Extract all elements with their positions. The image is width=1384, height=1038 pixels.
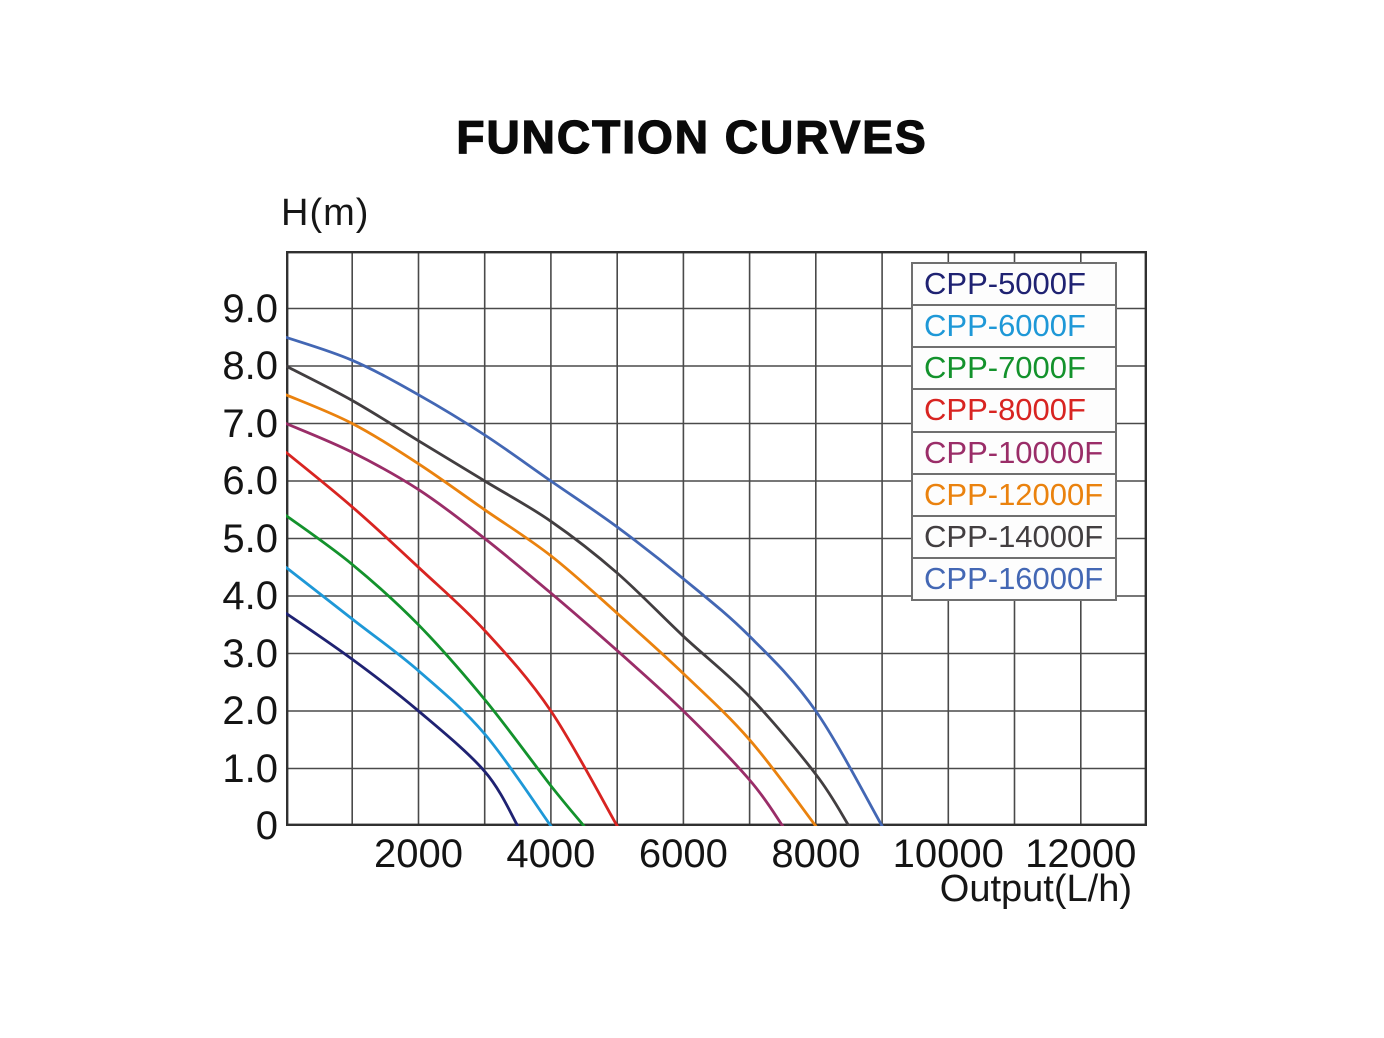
y-tick-label: 7.0 [222,401,278,446]
x-tick-label: 4000 [506,832,596,876]
legend-item-label: CPP-6000F [924,308,1086,344]
x-tick-label: 12000 [1025,832,1137,876]
plot-border [286,251,1147,826]
x-axis-label: Output(L/h) [939,868,1132,910]
legend-item: CPP-16000F [913,558,1115,599]
y-tick-label: 0 [255,804,278,848]
y-tick-label: 6.0 [222,459,278,503]
legend-item: CPP-7000F [913,348,1115,391]
legend-item: CPP-14000F [913,516,1115,559]
y-tick-label: 1.0 [222,746,278,791]
legend-item-label: CPP-5000F [924,266,1086,302]
legend-item-label: CPP-7000F [924,350,1086,386]
y-tick-label: 9.0 [222,286,278,331]
curve-cpp-10000f [286,422,785,826]
legend-item-label: CPP-12000F [924,476,1104,512]
y-tick-label: 3.0 [222,631,278,676]
curve-cpp-5000f [286,611,520,826]
y-tick-label: 8.0 [222,344,278,388]
x-tick-label: 2000 [373,832,463,876]
y-tick-label: 5.0 [222,516,278,561]
y-axis-label: H(m) [281,192,370,234]
x-tick-label: 8000 [771,832,861,876]
legend-item: CPP-12000F [913,474,1115,517]
chart-title: FUNCTION CURVES [456,110,928,163]
curve-cpp-6000f [286,565,553,826]
legend-item: CPP-8000F [913,390,1115,433]
curve-cpp-7000f [286,514,586,826]
legend: CPP-5000F CPP-6000F CPP-7000F CPP-8000F CPP-… [911,262,1117,601]
legend-item: CPP-10000F [913,432,1115,475]
x-tick-label: 6000 [638,832,728,876]
legend-item: CPP-6000F [913,306,1115,349]
legend-item-label: CPP-16000F [924,560,1104,596]
y-tick-label: 2.0 [222,689,278,733]
curve-cpp-14000f [286,364,851,826]
legend-item-label: CPP-14000F [924,518,1104,554]
legend-item: CPP-5000F [913,264,1115,307]
curve-cpp-12000f [286,393,818,826]
curve-cpp-8000f [286,450,619,826]
legend-item-label: CPP-8000F [924,392,1086,428]
x-tick-label: 10000 [892,832,1004,876]
curve-cpp-16000f [286,335,884,826]
y-tick-label: 4.0 [222,574,278,618]
legend-item-label: CPP-10000F [924,434,1104,470]
